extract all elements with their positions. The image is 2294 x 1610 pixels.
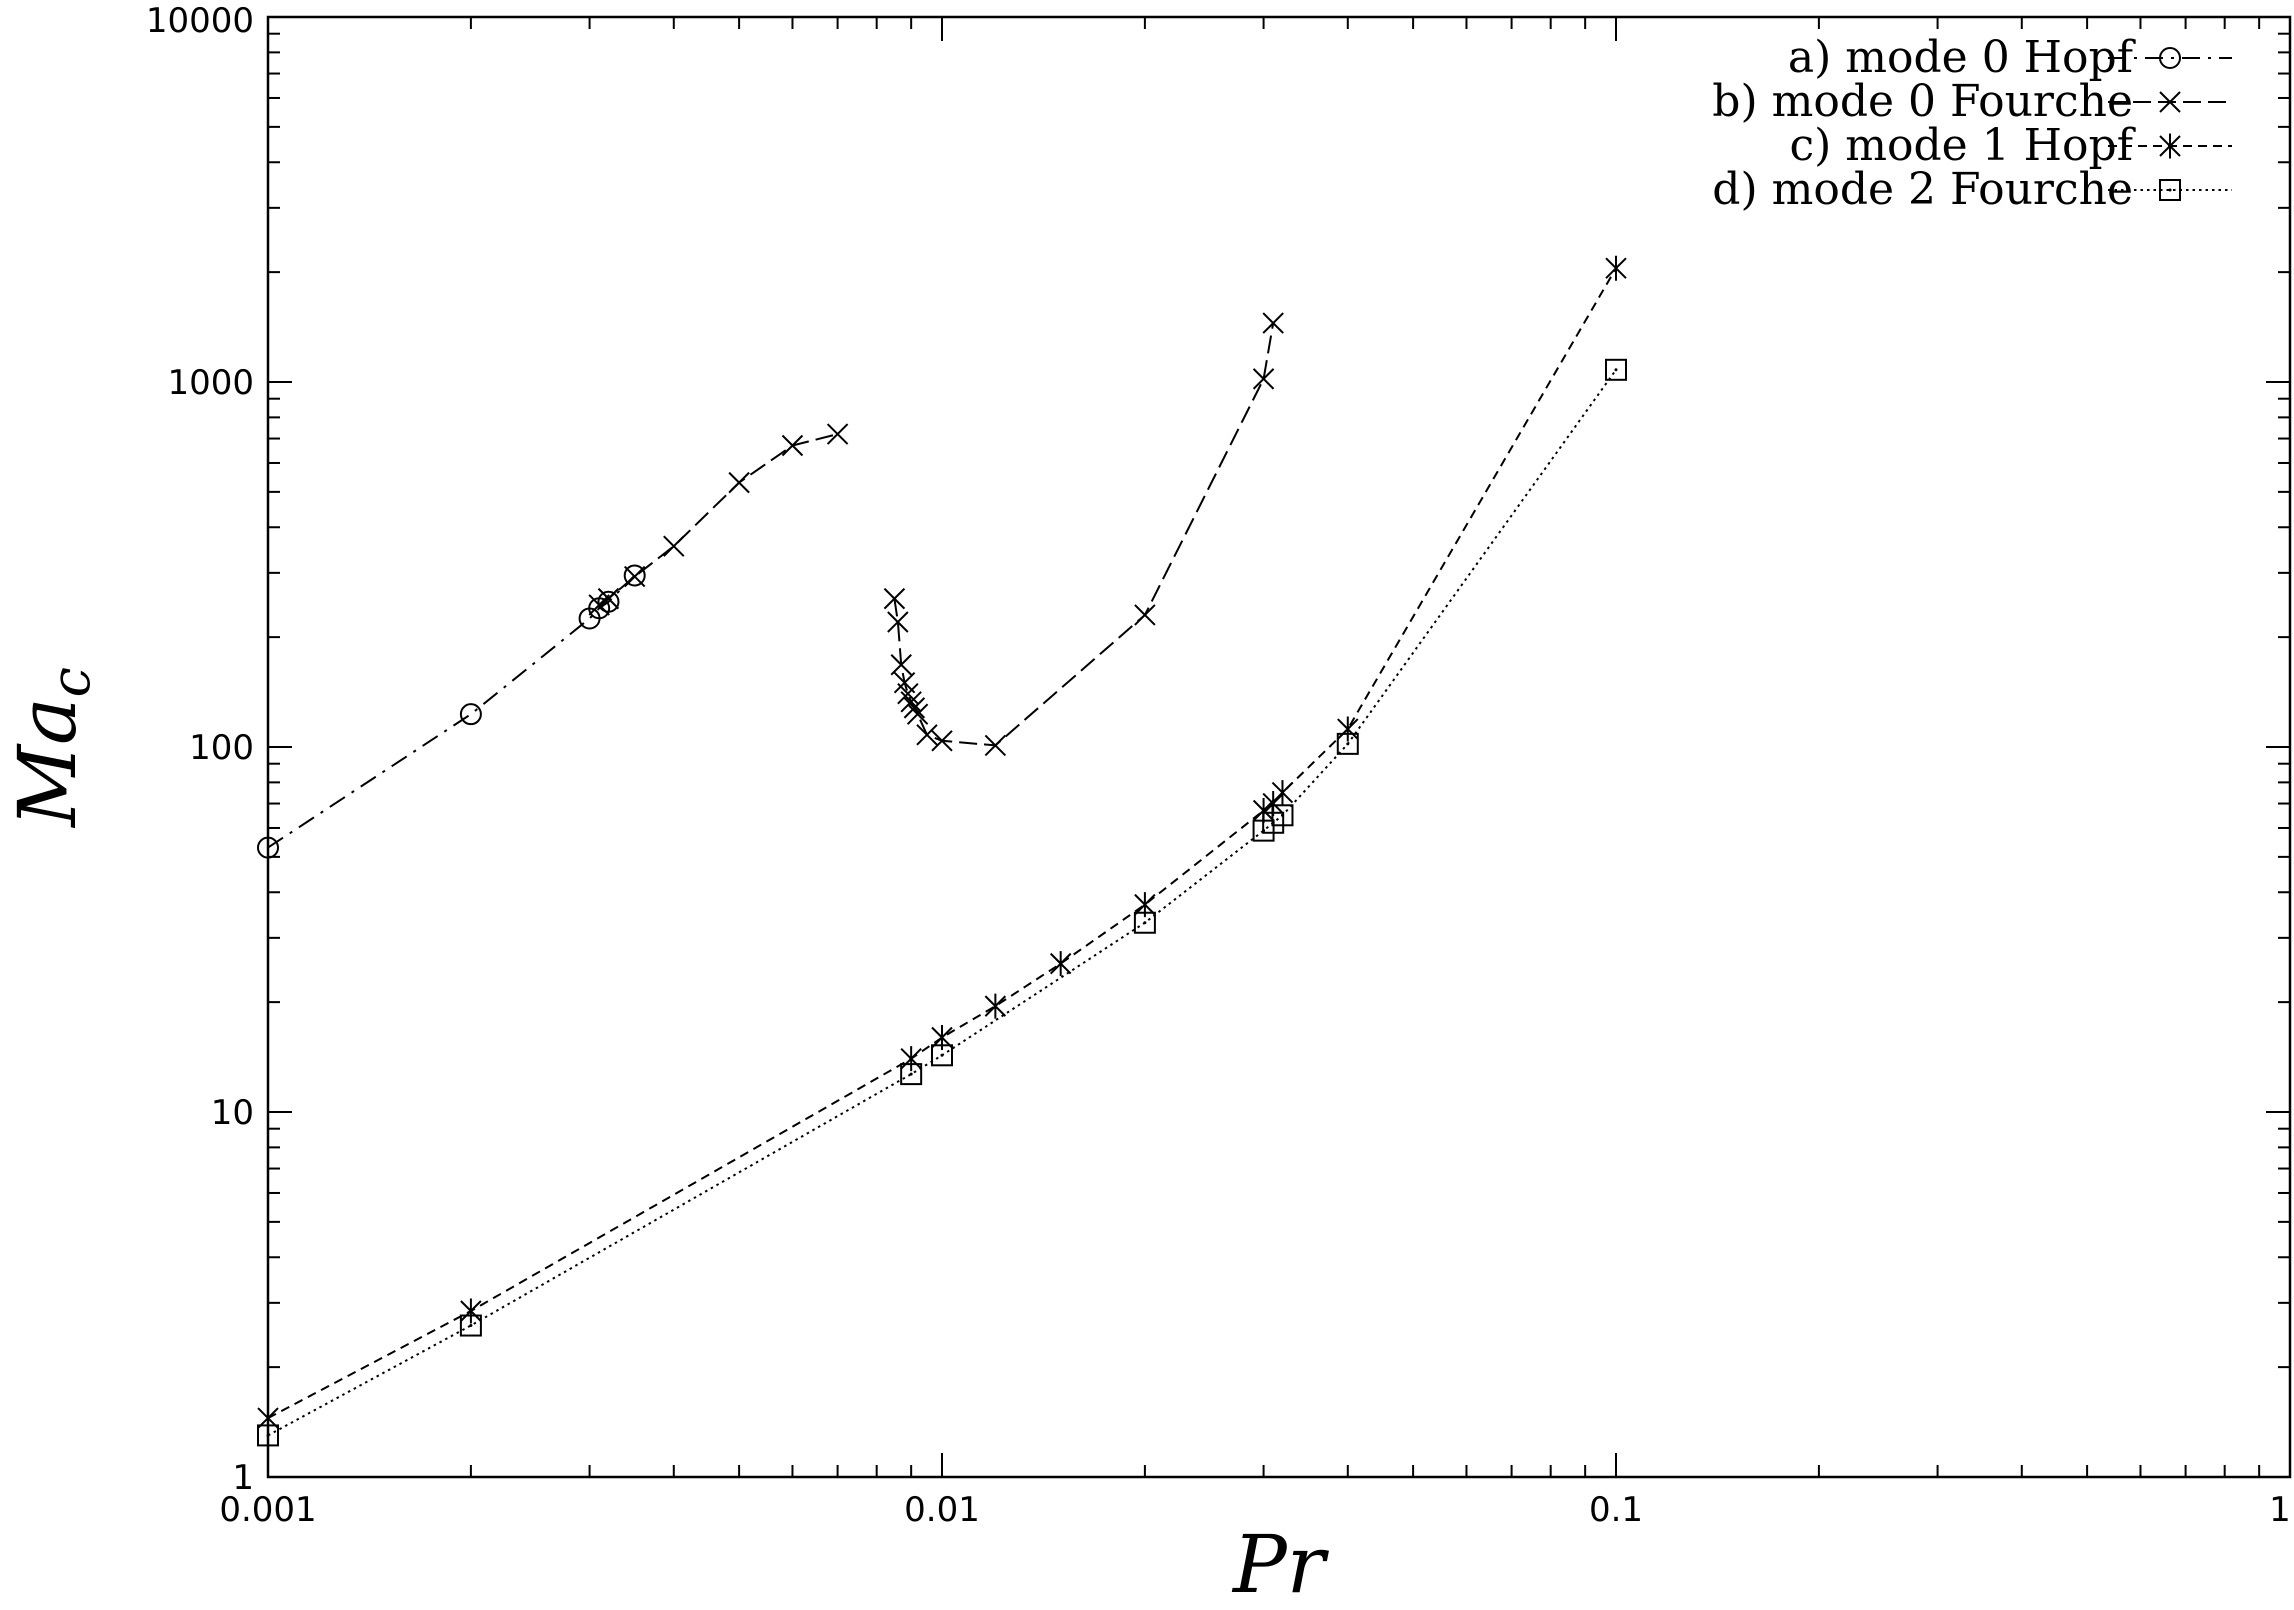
data-point-square: [1605, 358, 1627, 381]
y-axis-title-base: Ma: [1, 697, 94, 829]
data-point-square: [2159, 179, 2181, 201]
data-point-square: [459, 1314, 482, 1337]
data-point-cross: [2159, 91, 2181, 113]
x-tick-label: 0.001: [219, 1490, 316, 1530]
data-point-asterisk: [1605, 255, 1627, 281]
y-tick-label: 1000: [167, 363, 254, 403]
data-point-cross: [890, 654, 912, 676]
legend-label: b) mode 0 Fourche: [1712, 76, 2133, 127]
data-point-square: [900, 1063, 923, 1086]
data-point-asterisk: [1049, 951, 1072, 977]
series-cross: [588, 312, 1284, 757]
series-line: [267, 369, 1617, 1437]
y-tick-label: 10000: [146, 1, 254, 41]
data-point-cross: [623, 565, 646, 588]
data-point-circle: [459, 703, 482, 726]
series-circle: [257, 564, 646, 859]
data-point-cross: [903, 697, 926, 719]
y-axis-title: Mac: [1, 667, 102, 829]
data-point-cross: [887, 611, 909, 633]
series-line: [267, 267, 1617, 1419]
data-point-cross: [588, 594, 610, 616]
data-point-cross: [984, 734, 1007, 757]
data-point-square-dot: [1143, 921, 1147, 925]
data-point-square-dot: [1614, 368, 1618, 372]
data-point-square-dot: [469, 1324, 473, 1328]
data-point-cross: [728, 471, 750, 494]
x-tick-label: 0.1: [1589, 1490, 1643, 1530]
data-point-square-dot: [909, 1072, 913, 1076]
data-point-cross: [663, 535, 685, 557]
series-line: [893, 322, 1275, 747]
series-square: [257, 358, 1627, 1447]
data-point-square-dot: [940, 1053, 944, 1057]
data-point-circle: [597, 590, 620, 613]
data-point-asterisk: [2159, 133, 2181, 159]
legend-label: d) mode 2 Fourche: [1712, 164, 2133, 215]
data-point-asterisk: [984, 993, 1007, 1019]
legend-label: c) mode 1 Hopf: [1790, 120, 2136, 171]
data-point-cross: [900, 691, 922, 713]
data-point-asterisk: [1271, 780, 1294, 806]
data-point-cross: [597, 587, 620, 610]
data-point-cross: [1134, 604, 1156, 626]
data-point-cross: [916, 724, 938, 746]
data-point-circle: [623, 564, 646, 587]
y-tick-label: 100: [189, 728, 254, 768]
data-point-cross: [1252, 368, 1275, 390]
data-point-asterisk: [900, 1046, 922, 1072]
y-tick-label: 10: [211, 1093, 254, 1133]
plot-frame: [266, 15, 2292, 1479]
data-point-square: [1133, 911, 1156, 934]
x-axis-title: Pr: [1231, 1518, 1330, 1610]
data-point-cross: [897, 682, 919, 705]
series-asterisk: [257, 255, 1627, 1431]
series-line: [267, 574, 636, 849]
data-point-cross: [781, 434, 804, 457]
data-point-asterisk: [460, 1298, 482, 1324]
data-point-square: [1271, 804, 1294, 827]
data-point-asterisk: [1337, 716, 1359, 742]
data-point-square: [931, 1044, 953, 1067]
y-axis-title-subscript: c: [39, 667, 102, 697]
series-line: [598, 433, 838, 606]
data-point-square: [1336, 732, 1359, 755]
data-point-square-dot: [2168, 188, 2172, 192]
data-point-cross: [906, 703, 929, 725]
data-point-square-dot: [1346, 742, 1350, 746]
data-point-circle: [2159, 47, 2181, 69]
x-tick-label: 0.01: [904, 1490, 980, 1530]
data-point-cross: [931, 730, 953, 752]
data-point-cross: [1262, 312, 1284, 334]
data-point-cross: [883, 587, 906, 610]
x-tick-label: 1: [2269, 1490, 2291, 1530]
legend-label: a) mode 0 Hopf: [1788, 32, 2136, 83]
data-point-cross: [826, 423, 849, 445]
y-tick-label: 1: [232, 1458, 254, 1498]
data-point-square-dot: [1280, 813, 1284, 817]
